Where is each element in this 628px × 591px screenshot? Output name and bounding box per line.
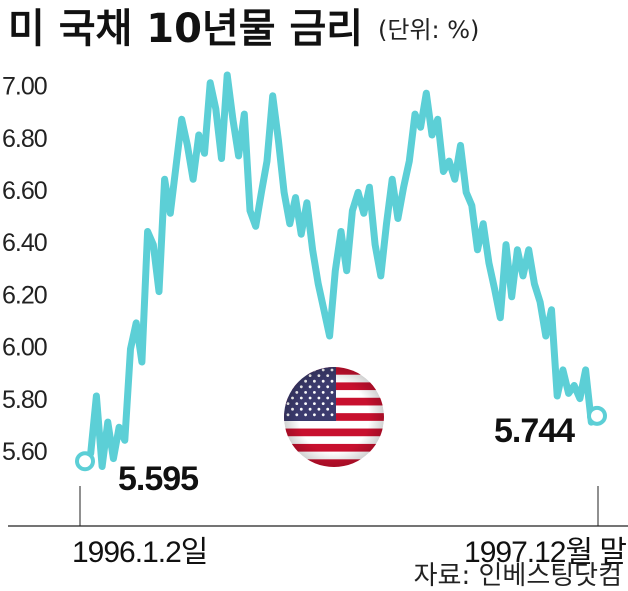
start-value-label: 5.595 (118, 460, 198, 498)
us-flag-icon (284, 367, 384, 467)
x-tick-label-end: 1997.12월 말 (464, 536, 626, 569)
y-tick-label: 6.60 (2, 177, 47, 205)
end-point-marker (587, 405, 607, 426)
y-tick-label: 6.40 (2, 229, 47, 257)
y-tick-label: 5.80 (2, 386, 47, 414)
y-tick-label: 6.80 (2, 125, 47, 153)
chart-title: 미 국채 10년물 금리 (8, 6, 363, 52)
y-tick-label: 6.00 (2, 334, 47, 362)
end-value-label: 5.744 (494, 412, 575, 450)
unit-label: (단위: %) (378, 16, 479, 44)
y-axis-ticks: 7.00 6.80 6.60 6.40 6.20 6.00 5.80 5.60 (2, 73, 48, 466)
y-tick-label: 7.00 (2, 73, 47, 101)
yield-series-line (81, 71, 601, 470)
y-tick-label: 5.60 (2, 438, 47, 466)
x-tick-label-start: 1996.1.2일 (72, 536, 207, 569)
y-tick-label: 6.20 (2, 281, 47, 309)
source-label: 자료: 인베스팅닷컴 (414, 561, 622, 591)
start-point-marker (75, 451, 95, 472)
